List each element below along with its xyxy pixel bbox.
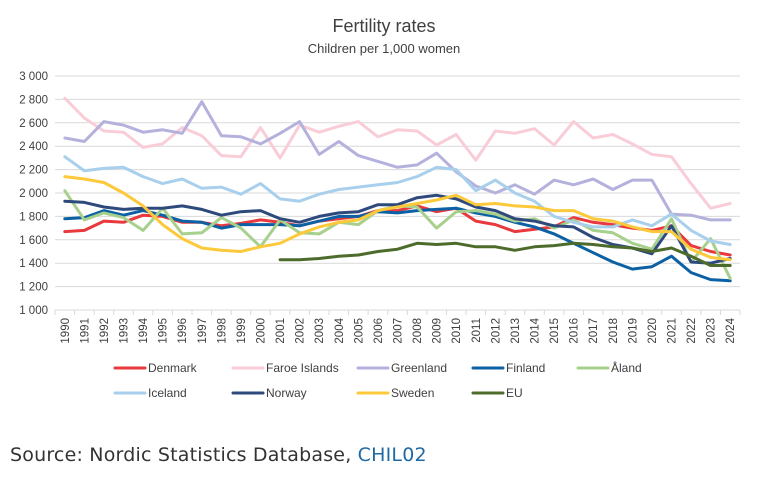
y-tick-label: 2 200 — [19, 165, 48, 177]
y-tick-label: 2 600 — [19, 118, 48, 130]
legend-label-norway: Norway — [266, 386, 307, 400]
x-tick-label: 2013 — [510, 318, 522, 344]
x-tick-label: 2002 — [295, 318, 307, 344]
y-tick-label: 2 000 — [19, 188, 48, 200]
y-tick-label: 1 200 — [19, 282, 48, 294]
legend-label-eu: EU — [506, 386, 523, 400]
x-tick-label: 2023 — [706, 318, 718, 344]
source-note: Source: Nordic Statistics Database, CHIL… — [10, 444, 427, 466]
legend-label-sweden: Sweden — [391, 386, 434, 400]
chart-legend: Denmark Faroe Islands Greenland Finland Ålan… — [113, 360, 642, 400]
x-tick-label: 1991 — [79, 318, 91, 344]
y-tick-label: 1 000 — [19, 305, 48, 317]
y-tick-label: 3 000 — [19, 71, 48, 83]
x-tick-label: 1992 — [99, 318, 111, 344]
x-tick-label: 2018 — [608, 318, 620, 344]
legend-label-greenland: Greenland — [391, 361, 447, 375]
y-tick-label: 1 400 — [19, 258, 48, 270]
x-tick-label: 1993 — [119, 318, 131, 344]
series-line-norway — [63, 193, 732, 265]
chart-subtitle: Children per 1,000 women — [308, 41, 460, 56]
x-tick-label: 1990 — [60, 318, 72, 344]
y-axis: 1 000 1 200 1 400 1 600 1 800 2 000 2 200 2 400… — [19, 71, 48, 317]
x-tick-label: 2001 — [275, 318, 287, 344]
x-tick-label: 2009 — [432, 318, 444, 344]
x-tick-label: 1995 — [158, 318, 170, 344]
x-tick-label: 2017 — [588, 318, 600, 344]
x-tick-label: 1997 — [197, 318, 209, 344]
fertility-rates-chart: Fertility rates Children per 1,000 women… — [19, 16, 741, 400]
source-link[interactable]: CHIL02 — [357, 444, 427, 466]
y-tick-label: 1 800 — [19, 211, 48, 223]
source-text: Source: Nordic Statistics Database, — [10, 444, 358, 466]
x-tick-label: 2011 — [471, 318, 483, 343]
x-tick-label: 2020 — [647, 318, 659, 344]
x-tick-label: 2015 — [549, 318, 561, 344]
x-tick-label: 2021 — [667, 318, 679, 344]
series-line-faroe-islands — [63, 96, 732, 210]
legend-label-denmark: Denmark — [148, 361, 198, 375]
legend-label--land: Åland — [611, 360, 642, 375]
x-tick-label: 2012 — [490, 318, 502, 344]
x-tick-label: 2006 — [373, 318, 385, 344]
x-tick-label: 2019 — [627, 318, 639, 344]
x-tick-label: 2016 — [569, 318, 581, 344]
x-axis: 1990 1991 1992 1993 1994 1995 1996 1997 1998 1999… — [54, 310, 741, 344]
chart-series — [63, 96, 732, 283]
legend-label-finland: Finland — [506, 361, 545, 375]
x-tick-label: 2005 — [353, 318, 365, 344]
x-tick-label: 2010 — [451, 318, 463, 344]
x-tick-label: 2007 — [393, 318, 405, 344]
x-tick-label: 2024 — [725, 317, 737, 343]
legend-label-iceland: Iceland — [148, 386, 187, 400]
x-tick-label: 1999 — [236, 318, 248, 344]
x-tick-label: 2022 — [686, 318, 698, 344]
chart-gridlines — [55, 75, 740, 311]
x-tick-label: 2000 — [256, 318, 268, 344]
y-tick-label: 2 400 — [19, 141, 48, 153]
x-tick-label: 2003 — [314, 318, 326, 344]
x-tick-label: 2008 — [412, 318, 424, 344]
y-tick-label: 1 600 — [19, 235, 48, 247]
series-line-sweden — [63, 175, 732, 262]
x-tick-label: 2004 — [334, 317, 346, 343]
x-tick-label: 1994 — [138, 317, 150, 343]
legend-label-faroe-islands: Faroe Islands — [266, 361, 339, 375]
x-tick-label: 1996 — [177, 318, 189, 344]
series-line-greenland — [63, 100, 732, 222]
chart-title: Fertility rates — [332, 16, 435, 36]
x-tick-label: 2014 — [530, 317, 542, 343]
y-tick-label: 2 800 — [19, 94, 48, 106]
series-line-finland — [63, 206, 732, 283]
x-tick-label: 1998 — [216, 318, 228, 344]
series-line-eu — [278, 241, 732, 267]
